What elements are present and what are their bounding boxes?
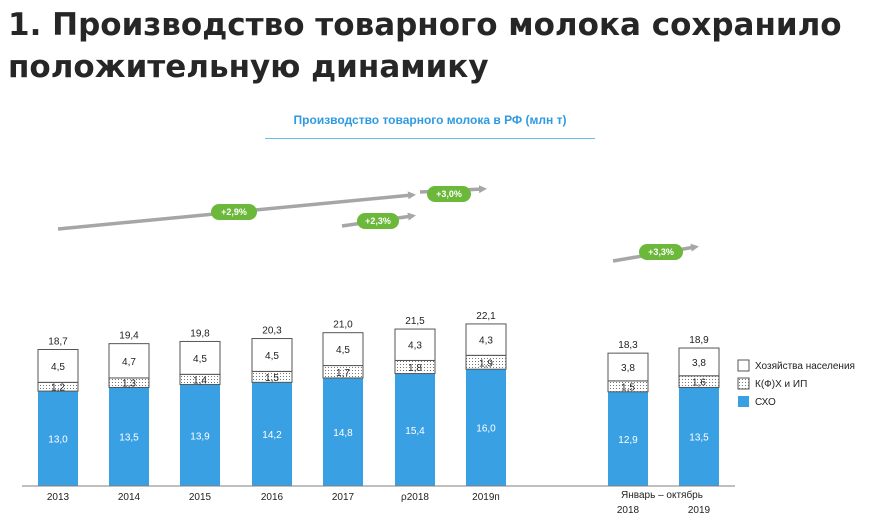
bar-segment-label: 13,0 [48, 435, 68, 446]
bar-total-label: 22,1 [476, 311, 496, 322]
bar-total-label: 21,0 [333, 320, 353, 331]
bar-segment-households [465, 323, 507, 356]
bar-segment-label: 4,5 [51, 362, 65, 373]
growth-badge-label: +3,0% [436, 189, 462, 199]
bar-series-group: 13,0 1,2 4,5 18,7 2013 13,5 1,3 4,7 19,4 2014 13,9… [37, 311, 720, 516]
bar-segment-label: 12,9 [618, 435, 638, 446]
chart-title: Производство товарного молока в РФ (млн … [293, 113, 567, 127]
bar-segment-label: 1,8 [408, 363, 422, 374]
bar-segment-sxo [608, 391, 648, 486]
bar-segment-households [322, 332, 364, 367]
bar-segment-label: 13,5 [689, 433, 709, 444]
bar-total-label: 19,4 [119, 331, 139, 342]
x-tick-label: ρ2018 [401, 492, 429, 503]
x-tick-label: 2019 [688, 505, 711, 516]
bar-segment-sxo [109, 387, 149, 486]
growth-badge-label: +2,9% [221, 207, 247, 217]
bar-segment-households [394, 328, 436, 361]
bar-total-label: 18,9 [689, 335, 709, 346]
bar-segment-label: 1,3 [122, 379, 136, 390]
x-tick-label: 2017 [332, 492, 355, 503]
legend-swatch-kfh [737, 377, 750, 390]
bar-segment-label: 1,5 [265, 373, 279, 384]
bar-segment-label: 13,5 [119, 433, 139, 444]
bar-segment-households [251, 338, 293, 372]
legend-swatch-sxo [738, 396, 749, 407]
bar-segment-label: 1,6 [692, 378, 706, 389]
growth-badge: +2,9% [211, 204, 257, 220]
bar-segment-label: 13,9 [190, 431, 210, 442]
bar-segment-label: 4,5 [336, 345, 350, 356]
bar-segment-label: 1,4 [193, 375, 207, 386]
bar-segment-label: 4,3 [479, 336, 493, 347]
bar-segment-label: 4,3 [408, 341, 422, 352]
bar-segment-label: 1,2 [51, 383, 65, 394]
bar-segment-label: 4,5 [265, 351, 279, 362]
chart-title-rule [265, 138, 595, 139]
bar-segment-label: 3,8 [692, 358, 706, 369]
x-tick-label: 2018 [617, 505, 640, 516]
bar-segment-sxo [323, 377, 363, 486]
bar-segment-households [108, 343, 150, 379]
bar-segment-label: 14,2 [262, 430, 282, 441]
bar-segment-label: 3,8 [621, 363, 635, 374]
growth-badge: +3,3% [639, 244, 683, 260]
x-tick-label: 2016 [261, 492, 284, 503]
bar-total-label: 19,8 [190, 328, 210, 339]
bar-total-label: 20,3 [262, 326, 282, 337]
bar-segment-sxo [180, 384, 220, 486]
legend-label-households: Хозяйства населения [755, 361, 855, 372]
x-tick-label: 2014 [118, 492, 141, 503]
bar-segment-label: 1,7 [336, 368, 350, 379]
bar-segment-households [678, 347, 720, 377]
x-tick-label: 2013 [47, 492, 70, 503]
bar-segment-households [37, 348, 79, 383]
bar-segment-households [607, 352, 649, 382]
bar-segment-sxo [395, 373, 435, 486]
bar-segment-sxo [679, 387, 719, 486]
bar-segment-label: 1,5 [621, 382, 635, 393]
bar-total-label: 21,5 [405, 316, 425, 327]
bar-segment-label: 16,0 [476, 424, 496, 435]
legend: Хозяйства населения К(Ф)Х и ИП СХО [737, 359, 855, 408]
growth-badge-label: +2,3% [365, 216, 391, 226]
page-headline: 1. Производство товарного молока сохрани… [8, 7, 842, 85]
bar-segment-label: 4,7 [122, 357, 136, 368]
bar-segment-sxo [466, 369, 506, 486]
legend-swatch-households [737, 359, 750, 372]
bar-segment-label: 14,8 [333, 428, 353, 439]
x-tick-label: 2015 [189, 492, 212, 503]
growth-badge-label: +3,3% [648, 247, 674, 257]
legend-label-sxo: СХО [755, 397, 776, 408]
growth-badge: +3,0% [427, 186, 471, 202]
group-label-jan-oct: Январь – октябрь [621, 489, 703, 501]
bar-segment-sxo [38, 391, 78, 486]
bar-total-label: 18,3 [618, 340, 638, 351]
bar-segment-label: 1,9 [479, 358, 493, 369]
bar-segment-label: 15,4 [405, 426, 425, 437]
x-tick-label: 2019п [472, 492, 500, 503]
bar-total-label: 18,7 [48, 336, 68, 347]
growth-badge: +2,3% [357, 213, 399, 229]
bar-segment-label: 4,5 [193, 354, 207, 365]
legend-label-kfh: К(Ф)Х и ИП [755, 379, 807, 390]
bar-segment-sxo [252, 382, 292, 486]
bar-segment-households [179, 340, 221, 375]
